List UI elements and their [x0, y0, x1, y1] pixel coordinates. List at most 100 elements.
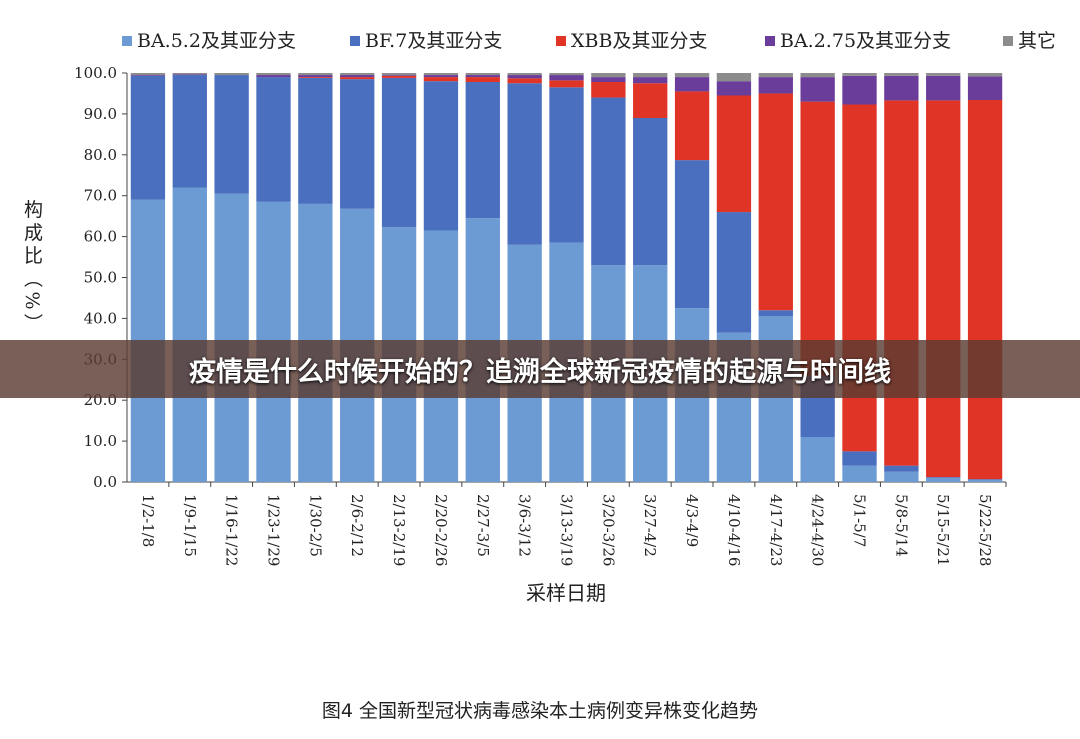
- bar-segment: [214, 75, 249, 194]
- bar-segment: [591, 77, 626, 82]
- bar-segment: [967, 73, 1003, 77]
- x-tick-label: 2/13-2/19: [390, 494, 408, 566]
- bar-segment: [926, 477, 961, 478]
- bar-segment: [884, 465, 919, 472]
- bar-segment: [381, 77, 417, 228]
- bar-segment: [967, 479, 1003, 482]
- bar-segment: [633, 77, 668, 84]
- y-tick-label: 50.0: [84, 269, 117, 287]
- y-tick-label: 70.0: [84, 187, 117, 205]
- bar-segment: [172, 75, 207, 188]
- bar-segment: [884, 75, 919, 101]
- bar-segment: [758, 310, 793, 317]
- bar-segment: [842, 73, 877, 76]
- bar-segment: [800, 437, 835, 482]
- y-axis-label: 构成比（%）: [21, 199, 43, 336]
- bar-segment: [172, 73, 207, 75]
- bar-segment: [633, 73, 668, 78]
- x-tick-label: 2/27-3/5: [474, 494, 492, 557]
- bar-segment: [256, 75, 291, 78]
- y-tick-label: 0.0: [93, 473, 117, 491]
- legend-label: XBB及其亚分支: [571, 30, 707, 52]
- bar-segment: [549, 73, 584, 76]
- bar-segment: [633, 117, 668, 266]
- bar-segment: [381, 73, 417, 76]
- x-tick-label: 1/2-1/8: [139, 494, 157, 547]
- bar-segment: [214, 73, 249, 76]
- bar-segment: [758, 93, 793, 311]
- bar-segment: [340, 79, 375, 209]
- bar-segment: [591, 97, 626, 266]
- y-tick-label: 80.0: [84, 146, 117, 164]
- x-tick-label: 4/17-4/23: [767, 494, 785, 566]
- legend-swatch: [765, 36, 775, 46]
- bar-segment: [884, 100, 919, 466]
- bar-segment: [967, 479, 1003, 480]
- y-tick-label: 60.0: [84, 228, 117, 246]
- bar-segment: [674, 91, 710, 161]
- bar-segment: [884, 471, 919, 482]
- x-tick-label: 4/10-4/16: [725, 494, 743, 566]
- bar-segment: [716, 73, 752, 82]
- bar-segment: [842, 465, 877, 482]
- x-tick-label: 5/15-5/21: [934, 494, 952, 566]
- banner: 疫情是什么时候开始的？追溯全球新冠疫情的起源与时间线: [0, 340, 1080, 398]
- bar-segment: [465, 75, 500, 78]
- bar-segment: [758, 73, 793, 78]
- bar-segment: [423, 73, 459, 76]
- bar-segment: [842, 104, 877, 452]
- bar-segment: [507, 78, 542, 84]
- bar-segment: [465, 81, 500, 219]
- bar-segment: [716, 95, 752, 213]
- bar-segment: [633, 83, 668, 118]
- bar-segment: [381, 75, 417, 78]
- bar-segment: [298, 75, 333, 78]
- y-tick-label: 100.0: [74, 64, 117, 82]
- bar-segment: [800, 73, 835, 78]
- x-tick-label: 2/6-2/12: [348, 494, 366, 557]
- x-tick-label: 1/16-1/22: [223, 494, 241, 566]
- legend-swatch: [122, 36, 132, 46]
- x-tick-label: 1/30-2/5: [306, 494, 324, 557]
- caption: 图4 全国新型冠状病毒感染本土病例变异株变化趋势: [322, 700, 758, 722]
- bar-segment: [926, 100, 961, 478]
- bar-segment: [256, 73, 291, 76]
- x-tick-label: 5/22-5/28: [976, 494, 994, 566]
- x-tick-label: 3/6-3/12: [516, 494, 534, 557]
- x-tick-label: 4/3-4/9: [683, 494, 701, 547]
- bar-segment: [674, 77, 710, 92]
- bar-segment: [507, 75, 542, 79]
- legend-swatch: [350, 36, 360, 46]
- bar-segment: [298, 77, 333, 78]
- bar-segment: [884, 73, 919, 76]
- bar-segment: [758, 77, 793, 94]
- bar-segment: [549, 75, 584, 81]
- bar-segment: [591, 73, 626, 78]
- bar-segment: [967, 99, 1003, 480]
- x-tick-label: 3/13-3/19: [558, 494, 576, 566]
- bar-segment: [381, 75, 417, 76]
- bar-segment: [130, 75, 166, 200]
- x-tick-label: 3/20-3/26: [599, 494, 617, 566]
- bar-segment: [256, 77, 291, 202]
- bar-segment: [130, 73, 166, 76]
- legend-label: 其它: [1018, 30, 1056, 52]
- bar-segment: [507, 73, 542, 76]
- bar-segment: [465, 77, 500, 82]
- legend-swatch: [556, 36, 566, 46]
- bar-segment: [423, 75, 459, 78]
- legend-label: BA.2.75及其亚分支: [780, 30, 951, 52]
- bar-segment: [926, 73, 961, 76]
- x-tick-label: 2/20-2/26: [432, 494, 450, 566]
- y-tick-label: 10.0: [84, 432, 117, 450]
- bar-segment: [800, 101, 835, 376]
- x-tick-label: 5/8-5/14: [892, 494, 910, 557]
- bar-segment: [549, 80, 584, 88]
- x-tick-label: 5/1-5/7: [851, 494, 869, 547]
- y-tick-label: 40.0: [84, 309, 117, 327]
- bar-segment: [507, 83, 542, 245]
- bar-segment: [926, 75, 961, 101]
- bar-segment: [591, 81, 626, 98]
